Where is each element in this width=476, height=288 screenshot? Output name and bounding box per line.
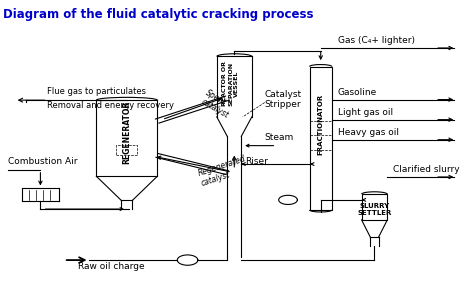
Text: Regenerated
catalyst: Regenerated catalyst [197, 154, 250, 188]
Text: Combustion Air: Combustion Air [8, 157, 77, 166]
Text: Heavy gas oil: Heavy gas oil [337, 128, 398, 137]
Text: Raw oil charge: Raw oil charge [78, 262, 144, 271]
Text: REGENERATOR: REGENERATOR [122, 101, 131, 164]
Text: Steam: Steam [265, 133, 294, 142]
Text: Diagram of the fluid catalytic cracking process: Diagram of the fluid catalytic cracking … [3, 8, 314, 21]
Text: Gasoline: Gasoline [337, 88, 377, 97]
Text: FRACTIONATOR: FRACTIONATOR [317, 93, 324, 155]
Text: Riser: Riser [245, 157, 268, 166]
Text: SLURRY
SETTLER: SLURRY SETTLER [357, 203, 392, 216]
Text: Clarified slurry: Clarified slurry [393, 165, 459, 174]
Text: REACTOR OR
SEPARATION
VESSEL: REACTOR OR SEPARATION VESSEL [222, 61, 239, 106]
Bar [362, 194, 387, 220]
Text: Removal and energy recovery: Removal and energy recovery [48, 101, 174, 110]
Text: Catalyst
Stripper: Catalyst Stripper [265, 90, 302, 109]
Bar [309, 67, 332, 210]
Text: Spent
catalyst: Spent catalyst [199, 88, 235, 120]
Text: Flue gas to particulates: Flue gas to particulates [48, 88, 147, 96]
Text: Gas (C₄+ lighter): Gas (C₄+ lighter) [337, 36, 415, 45]
Text: Light gas oil: Light gas oil [337, 108, 393, 117]
